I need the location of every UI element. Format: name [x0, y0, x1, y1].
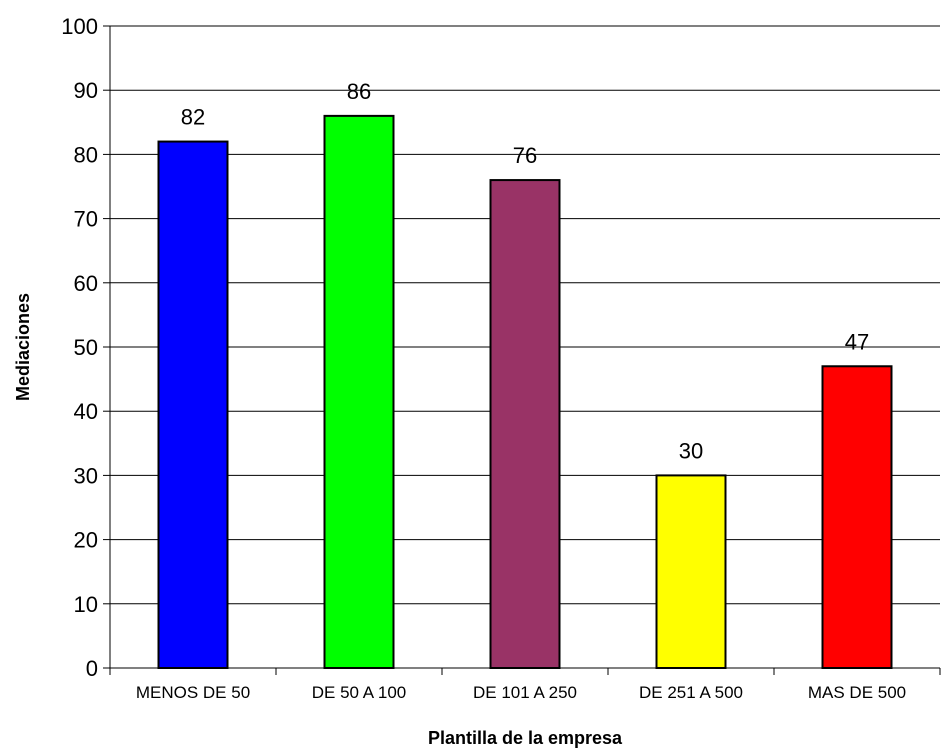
data-label: 30 [679, 438, 703, 463]
x-tick-label: MENOS DE 50 [136, 683, 250, 702]
bar [157, 140, 229, 669]
y-tick-label: 50 [74, 335, 98, 360]
x-tick-label: DE 251 A 500 [639, 683, 743, 702]
data-labels: 82 86 76 30 47 [181, 79, 869, 464]
bar [489, 179, 561, 670]
bar [323, 114, 395, 669]
y-axis-title: Mediaciones [13, 293, 33, 401]
x-axis-ticks: MENOS DE 50 DE 50 A 100 DE 101 A 250 DE 251… [109, 668, 941, 702]
data-label: 76 [513, 143, 537, 168]
y-tick-label: 40 [74, 399, 98, 424]
data-label: 82 [181, 105, 205, 130]
data-label: 86 [347, 79, 371, 104]
y-tick-label: 60 [74, 271, 98, 296]
data-label: 47 [845, 329, 869, 354]
y-tick-label: 10 [74, 592, 98, 617]
y-tick-label: 20 [74, 528, 98, 553]
x-axis-title: Plantilla de la empresa [428, 728, 623, 748]
bars [157, 114, 893, 670]
y-tick-label: 70 [74, 207, 98, 232]
y-tick-label: 80 [74, 142, 98, 167]
x-tick-label: DE 101 A 250 [473, 683, 577, 702]
y-axis-ticks: 0 10 20 30 40 50 60 70 80 90 100 [61, 14, 110, 681]
y-tick-label: 0 [86, 656, 98, 681]
y-tick-label: 90 [74, 78, 98, 103]
y-tick-label: 100 [61, 14, 98, 39]
bar [655, 474, 727, 669]
x-tick-label: MAS DE 500 [808, 683, 906, 702]
bar [821, 365, 893, 669]
x-tick-label: DE 50 A 100 [312, 683, 407, 702]
y-tick-label: 30 [74, 463, 98, 488]
